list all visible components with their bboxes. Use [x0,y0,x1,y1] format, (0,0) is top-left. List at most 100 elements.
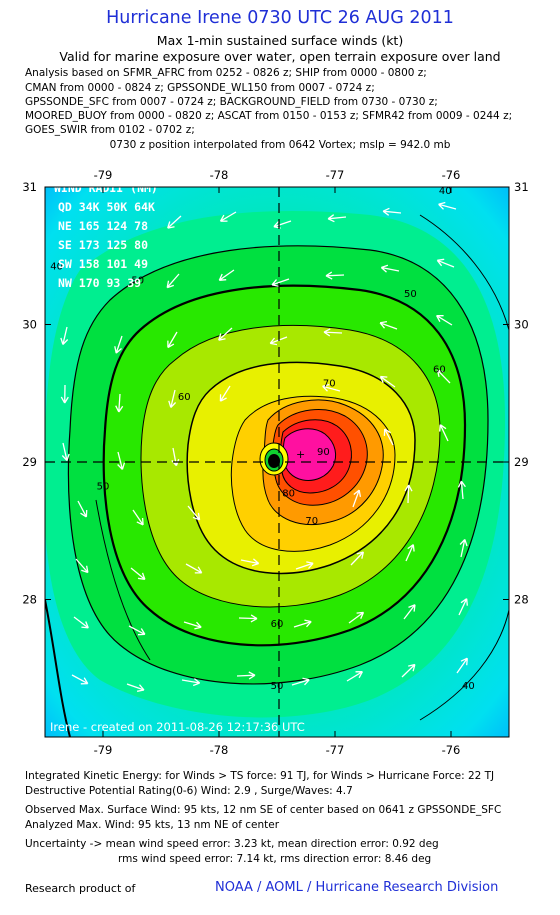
wind-arrow [348,611,365,624]
y-tick-label-left: 30 [22,318,37,332]
wind-arrow [403,604,416,620]
y-tick-label-right: 30 [514,318,529,332]
x-tick-label-top: -76 [442,168,461,182]
wind-arrow [436,258,455,268]
wind-arrow [379,375,396,388]
wind-radii-row: NW 170 93 39 [58,276,141,290]
wind-arrow [438,201,457,210]
wind-arrow [295,561,314,570]
contour-label: 50 [404,289,417,300]
dpr-line: Destructive Potential Rating(0-6) Wind: … [25,785,353,797]
y-tick-label-left: 29 [22,455,37,469]
wind-arrow [128,625,146,636]
analysis-line: Analysis based on SFMR_AFRC from 0252 - … [25,67,427,79]
wind-radii-table: WIND RADII (NM) QD 34K 50K 64K NE 165 12… [54,181,158,290]
created-stamp: Irene - created on 2011-08-26 12:17:36 U… [50,720,305,734]
wind-arrow [325,271,345,280]
wind-arrow [346,671,363,682]
contour-label: 50 [131,275,144,286]
wind-arrow [218,327,233,341]
wind-radii-header: QD 34K 50K 64K [58,200,155,214]
ike-line: Integrated Kinetic Energy: for Winds > T… [25,770,495,782]
wind-arrow [436,369,451,384]
wind-arrow [456,657,468,674]
wind-arrow [238,614,258,623]
wind-arrow [60,326,69,345]
x-tick-label-bottom: -76 [442,743,461,757]
wind-arrow [436,314,453,326]
x-tick-label-top: -79 [94,168,113,182]
wind-radii-row: SE 173 125 80 [58,238,148,252]
wind-arrow [383,428,394,446]
y-tick-label-left: 31 [22,180,37,194]
y-tick-label-right: 31 [514,180,529,194]
wind-arrow [77,500,88,518]
wind-arrow [457,480,466,500]
wind-arrow [458,598,468,616]
chart-subtitle-2: Valid for marine exposure over water, op… [59,49,501,64]
research-label: Research product of [25,882,136,895]
wind-arrow [327,214,347,223]
wind-arrow [73,616,89,629]
observed-max-line: Observed Max. Surface Wind: 95 kts, 12 n… [25,804,502,816]
wind-arrow [130,567,146,581]
wind-arrow [219,385,231,402]
x-tick-label-top: -77 [326,168,345,182]
wind-arrow [166,273,180,289]
contour-label: 90 [317,447,330,458]
contour-label: 70 [323,378,336,389]
contour-label: 70 [305,516,318,527]
wind-arrow [405,544,415,562]
y-tick-label-right: 28 [514,593,529,607]
contour-label: 80 [282,488,295,499]
wind-arrow [236,671,256,680]
wind-arrow [183,621,202,630]
wind-arrow [323,328,343,337]
wind-arrow [404,484,413,504]
rms-line: rms wind speed error: 7.14 kt, rms direc… [118,853,432,865]
wind-arrow [322,383,341,392]
wind-arrow [382,207,402,216]
chart-title: Hurricane Irene 0730 UTC 26 AUG 2011 [106,8,454,28]
wind-arrow [219,211,237,222]
x-tick-label-bottom: -78 [210,743,229,757]
contour-label: 50 [271,681,284,692]
wind-arrow [293,619,312,628]
wind-arrow [218,269,235,281]
x-tick-label-bottom: -77 [326,743,345,757]
wind-arrow [114,335,123,354]
wind-arrow [115,393,124,413]
wind-arrow [117,451,126,470]
contour-label: 40 [462,681,475,692]
x-tick-label-top: -78 [210,168,229,182]
contour-label: 40 [439,186,452,197]
wind-arrow [240,558,260,567]
wind-arrow [185,563,203,574]
wind-arrow [459,538,468,558]
x-tick-label-bottom: -79 [94,743,113,757]
uncertainty-line: Uncertainty -> mean wind speed error: 3.… [25,838,439,850]
position-line: 0730 z position interpolated from 0642 V… [109,139,451,151]
wind-arrow [167,215,182,229]
y-tick-label-right: 29 [514,455,529,469]
wind-arrow [271,278,290,287]
wind-arrow [352,489,362,508]
wind-arrow [61,442,70,462]
wind-arrow [379,320,398,330]
analysis-line: MOORED_BUOY from 0000 - 0820 z; ASCAT fr… [25,110,513,122]
contour-labels: 40 40 40 50 50 50 50 60 60 60 70 70 80 90 [50,186,475,692]
wind-arrow [350,551,365,566]
wind-arrow [167,331,178,349]
analysis-line: GPSSONDE_SFC from 0007 - 0724 z; BACKGRO… [25,96,438,108]
y-tick-label-left: 28 [22,593,37,607]
analysis-line: CMAN from 0000 - 0824 z; GPSSONDE_WL150 … [25,82,375,94]
chart-subtitle-1: Max 1-min sustained surface winds (kt) [156,33,404,48]
wind-arrow [60,384,69,404]
wind-radii-row: NE 165 124 78 [58,219,148,233]
contour-label: 50 [97,482,110,493]
wind-arrow [75,558,89,574]
wind-arrow [168,389,177,408]
wind-arrow [126,683,145,692]
noaa-link[interactable]: NOAA / AOML / Hurricane Research Divisio… [215,880,499,895]
wind-arrow [439,424,449,442]
